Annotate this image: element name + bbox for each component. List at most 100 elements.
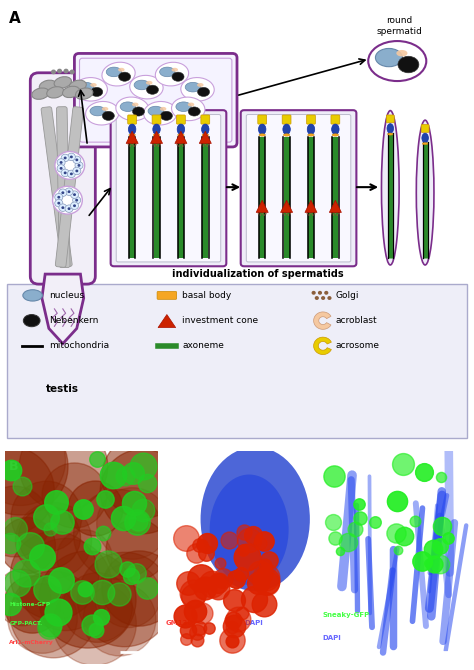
Ellipse shape xyxy=(382,111,399,265)
Ellipse shape xyxy=(47,86,64,98)
Circle shape xyxy=(282,213,283,214)
Ellipse shape xyxy=(102,62,135,86)
Circle shape xyxy=(71,202,79,210)
Ellipse shape xyxy=(172,72,184,81)
Text: investment cone: investment cone xyxy=(182,316,258,325)
Polygon shape xyxy=(175,131,187,143)
Circle shape xyxy=(284,214,285,216)
Polygon shape xyxy=(126,131,138,143)
Ellipse shape xyxy=(39,80,56,92)
Point xyxy=(81,584,89,595)
Text: nucleus: nucleus xyxy=(49,291,84,300)
Ellipse shape xyxy=(396,50,408,56)
Ellipse shape xyxy=(160,107,166,111)
Point xyxy=(262,576,270,586)
Circle shape xyxy=(204,144,206,145)
Point xyxy=(79,587,86,598)
Point xyxy=(97,612,105,622)
Point xyxy=(255,578,262,588)
Circle shape xyxy=(286,213,287,214)
Point xyxy=(52,496,60,507)
Circle shape xyxy=(75,159,78,161)
Ellipse shape xyxy=(102,111,114,121)
Point xyxy=(46,620,54,630)
Point xyxy=(88,541,95,551)
Point xyxy=(392,527,400,538)
Circle shape xyxy=(159,144,161,145)
Circle shape xyxy=(73,196,81,204)
Ellipse shape xyxy=(422,133,428,143)
Point xyxy=(214,583,221,594)
Circle shape xyxy=(57,202,60,204)
Text: GFP-PACT.: GFP-PACT. xyxy=(9,621,43,626)
Circle shape xyxy=(331,213,332,214)
Ellipse shape xyxy=(283,134,290,136)
Circle shape xyxy=(258,213,259,214)
Point xyxy=(262,572,269,583)
FancyBboxPatch shape xyxy=(110,110,226,266)
Point xyxy=(233,574,240,585)
Point xyxy=(182,634,190,645)
Point xyxy=(143,582,150,593)
Ellipse shape xyxy=(23,289,42,301)
Circle shape xyxy=(307,213,308,214)
Point xyxy=(184,578,192,588)
Text: D: D xyxy=(322,460,332,473)
Text: testis: testis xyxy=(46,384,79,394)
Point xyxy=(250,594,257,604)
Ellipse shape xyxy=(120,102,136,111)
Point xyxy=(228,622,236,632)
Circle shape xyxy=(64,172,67,174)
FancyBboxPatch shape xyxy=(307,115,315,124)
Point xyxy=(49,535,56,545)
Circle shape xyxy=(51,70,56,74)
Circle shape xyxy=(59,189,67,196)
Point xyxy=(90,618,98,628)
Point xyxy=(101,494,109,505)
Circle shape xyxy=(57,165,65,172)
Circle shape xyxy=(75,161,83,169)
Ellipse shape xyxy=(188,107,201,116)
Point xyxy=(437,559,444,570)
Circle shape xyxy=(55,200,63,207)
Point xyxy=(189,591,197,602)
Point xyxy=(124,589,132,600)
Point xyxy=(228,634,236,645)
Point xyxy=(46,622,53,632)
Ellipse shape xyxy=(181,78,214,101)
Ellipse shape xyxy=(148,107,164,116)
Point xyxy=(49,609,56,620)
FancyBboxPatch shape xyxy=(246,115,351,262)
Point xyxy=(7,537,14,548)
Circle shape xyxy=(67,153,75,161)
Ellipse shape xyxy=(375,48,402,67)
Circle shape xyxy=(315,296,319,300)
Point xyxy=(192,547,200,558)
Point xyxy=(138,486,146,496)
Point xyxy=(203,538,211,549)
Point xyxy=(6,598,14,609)
Point xyxy=(6,484,14,495)
Ellipse shape xyxy=(160,67,175,76)
Circle shape xyxy=(131,144,133,145)
FancyBboxPatch shape xyxy=(55,107,83,267)
Point xyxy=(128,518,136,529)
Point xyxy=(135,583,143,594)
Point xyxy=(216,557,224,568)
Point xyxy=(332,533,339,543)
Point xyxy=(197,573,205,584)
Circle shape xyxy=(67,170,75,178)
Point xyxy=(23,567,30,578)
Point xyxy=(18,592,26,603)
Point xyxy=(430,559,438,570)
Ellipse shape xyxy=(54,76,72,88)
Point xyxy=(43,511,50,522)
Point xyxy=(10,515,18,526)
Ellipse shape xyxy=(332,134,338,136)
Point xyxy=(205,622,212,633)
Circle shape xyxy=(178,145,180,147)
Circle shape xyxy=(78,164,81,167)
Text: mitochondria: mitochondria xyxy=(49,341,109,350)
Point xyxy=(131,497,138,508)
Text: Sneaky-GFP: Sneaky-GFP xyxy=(322,612,369,618)
